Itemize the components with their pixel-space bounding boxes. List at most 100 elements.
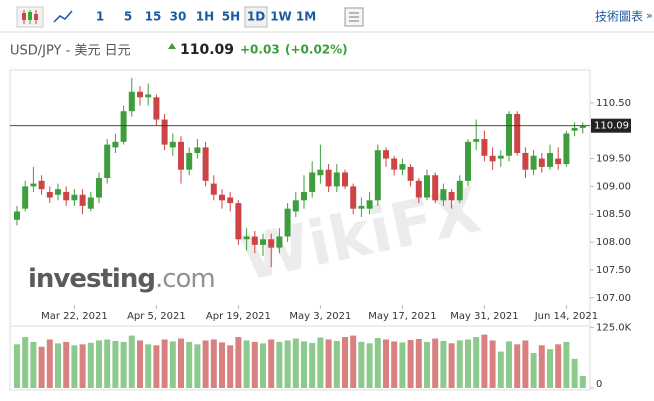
y-tick-label: 0: [596, 379, 602, 390]
interval-button[interactable]: 1H: [196, 10, 214, 24]
interval-button[interactable]: 15: [145, 10, 162, 24]
volume-bar: [210, 339, 217, 388]
candle-body: [448, 191, 455, 201]
volume-bar: [350, 335, 357, 388]
active-interval-box: [244, 6, 268, 28]
logo: investing.com: [28, 264, 215, 294]
candle-body: [55, 189, 61, 195]
candle-body: [79, 194, 86, 206]
candle-body: [473, 139, 480, 142]
volume-bar: [440, 340, 447, 388]
volume-bar: [87, 342, 94, 388]
candle-body: [465, 141, 471, 181]
y-tick-label: 109.00: [596, 181, 631, 192]
candle-body: [112, 141, 119, 148]
volume-bar: [120, 341, 127, 388]
candle-body: [415, 180, 422, 198]
interval-button[interactable]: 1W: [270, 10, 292, 24]
interval-button[interactable]: 30: [170, 10, 187, 24]
volume-bar: [366, 343, 373, 388]
last-price-box: [591, 118, 631, 133]
candle-body: [268, 239, 275, 248]
volume-bar: [112, 340, 119, 388]
candle-body: [571, 127, 578, 131]
volume-bar: [46, 339, 53, 388]
candle-body: [38, 180, 45, 190]
candle-body: [317, 169, 324, 176]
volume-bar: [579, 375, 586, 388]
volume-bar: [456, 340, 463, 388]
y-tick-label: 107.00: [596, 293, 631, 304]
volume-bar: [96, 340, 102, 388]
logo-suffix: .com: [155, 264, 215, 294]
volume-bar: [145, 344, 152, 388]
candle-body: [440, 189, 447, 201]
candle-body: [555, 158, 562, 165]
volume-bar: [407, 339, 414, 388]
candle-body: [579, 125, 586, 128]
candle-body: [178, 141, 184, 170]
interval-button[interactable]: 5H: [222, 10, 240, 24]
chart-link[interactable]: 技術圖表: [595, 10, 643, 24]
interval-button[interactable]: 1M: [296, 10, 316, 24]
volume-bar: [342, 337, 348, 388]
candle-body: [46, 191, 53, 198]
volume-bar: [309, 342, 316, 388]
volume-bar: [473, 337, 480, 388]
volume-bar: [284, 340, 291, 388]
candle-body: [538, 158, 545, 167]
candle-body: [358, 205, 365, 209]
volume-bar: [333, 340, 340, 388]
candle-body: [301, 191, 307, 201]
candle-body: [251, 236, 258, 245]
candle-body: [120, 111, 127, 142]
volume-bar: [38, 346, 45, 388]
candle-body: [547, 152, 553, 167]
volume-bar: [235, 337, 242, 388]
volume-bar: [424, 341, 430, 388]
candle-body: [530, 155, 537, 170]
candle-body: [87, 197, 94, 209]
interval-button[interactable]: 1D: [247, 10, 265, 24]
candle-body: [63, 191, 70, 201]
x-tick-label: Jun 14, 2021: [534, 311, 598, 322]
line-icon[interactable]: [53, 10, 73, 23]
volume-bar: [506, 341, 512, 388]
volume-bar: [219, 342, 225, 388]
candle-body: [128, 91, 135, 112]
x-tick-label: Apr 5, 2021: [127, 311, 186, 322]
volume-bar: [251, 341, 258, 388]
candle-body: [309, 172, 316, 192]
volume-bar: [14, 344, 20, 388]
candle-body: [383, 150, 389, 159]
volume-bar: [555, 344, 562, 388]
candle-body: [292, 200, 299, 212]
volume-bar: [22, 337, 29, 388]
volume-bar: [276, 341, 283, 388]
candle-body: [399, 164, 406, 170]
volume-bar: [63, 341, 70, 388]
candle-body: [227, 197, 234, 204]
interval-button[interactable]: 1: [96, 10, 104, 24]
y-tick-label: 108.00: [596, 237, 631, 248]
change: +0.03: [240, 43, 280, 57]
candle-body: [186, 152, 193, 170]
candle-body: [243, 236, 250, 240]
volume-bar: [137, 340, 143, 388]
candle-body: [14, 211, 20, 220]
candle-body: [194, 147, 201, 153]
candle-body: [407, 166, 414, 181]
candle-body: [169, 141, 176, 148]
interval-button[interactable]: 5: [124, 10, 132, 24]
volume-bar: [383, 339, 389, 388]
volume-bar: [374, 338, 381, 388]
x-tick-label: May 17, 2021: [368, 311, 436, 322]
candle-body: [342, 172, 348, 187]
volume-bar: [317, 337, 324, 388]
candle-body: [104, 144, 111, 179]
volume-bar: [104, 339, 111, 388]
volume-bar: [489, 340, 496, 388]
x-tick-label: Apr 19, 2021: [206, 311, 271, 322]
volume-bar: [497, 351, 504, 388]
